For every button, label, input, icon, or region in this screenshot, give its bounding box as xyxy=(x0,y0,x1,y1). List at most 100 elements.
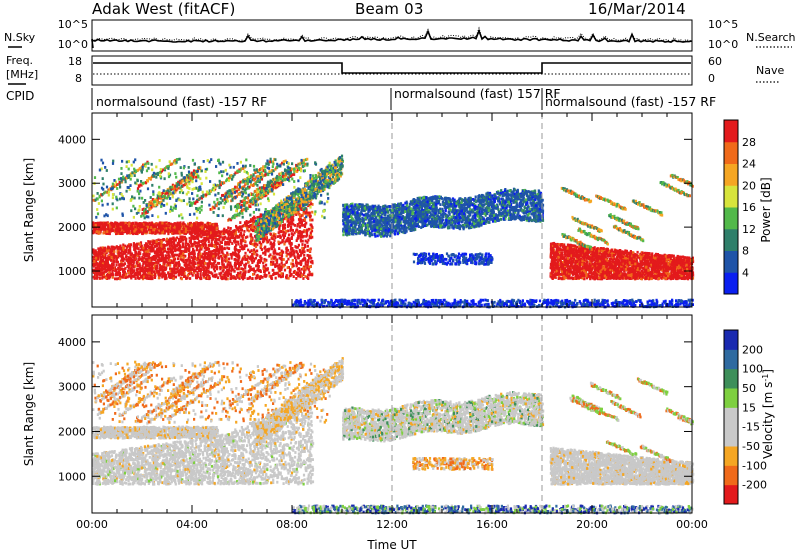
power-cell xyxy=(223,228,225,231)
power-cell xyxy=(270,158,272,161)
power-cell xyxy=(119,277,121,280)
power-cell xyxy=(169,197,171,200)
power-cell xyxy=(214,223,216,226)
power-cell xyxy=(147,180,149,183)
power-cell xyxy=(234,248,236,251)
power-cell xyxy=(163,189,165,192)
power-cell xyxy=(222,170,224,173)
power-cell xyxy=(192,188,194,191)
power-cell xyxy=(270,246,272,249)
power-cell xyxy=(160,240,162,243)
power-cell xyxy=(264,165,266,168)
power-cell xyxy=(151,184,153,187)
power-cell xyxy=(105,222,107,225)
power-cell xyxy=(297,253,299,256)
power-cell xyxy=(299,176,301,179)
power-cell xyxy=(192,198,194,201)
power-cell xyxy=(175,205,177,208)
power-cell xyxy=(166,238,168,241)
power-cell xyxy=(195,274,197,277)
power-cell xyxy=(321,202,323,205)
power-cell xyxy=(115,273,117,276)
power-cell xyxy=(230,208,232,211)
power-cell xyxy=(272,273,274,276)
power-cell xyxy=(174,249,176,252)
power-cell xyxy=(222,214,224,217)
power-cell xyxy=(107,203,109,206)
power-cell xyxy=(163,204,165,207)
power-cell xyxy=(188,256,190,259)
power-cell xyxy=(112,196,114,199)
power-cell xyxy=(255,265,257,268)
power-cell xyxy=(96,208,98,211)
power-cell xyxy=(217,253,219,256)
power-panel: 1000200030004000 Slant Range [km] 481216… xyxy=(22,113,773,308)
power-cell xyxy=(277,241,279,244)
power-cell xyxy=(280,230,282,233)
power-cell xyxy=(160,168,162,171)
power-cell xyxy=(239,262,241,265)
power-cell xyxy=(100,159,102,162)
power-cell xyxy=(288,162,290,165)
power-cell xyxy=(104,166,106,169)
power-cell xyxy=(193,213,195,216)
power-cell xyxy=(101,252,103,255)
power-cell xyxy=(188,166,190,169)
power-cell xyxy=(236,170,238,173)
power-cell xyxy=(152,190,154,193)
power-cell xyxy=(232,236,234,239)
power-cell xyxy=(290,226,292,229)
power-cell xyxy=(281,261,283,264)
power-cell xyxy=(256,184,258,187)
power-cell xyxy=(107,214,109,217)
power-cell xyxy=(300,170,302,173)
power-cell xyxy=(218,246,220,249)
power-cell xyxy=(287,258,289,261)
power-cell xyxy=(108,271,110,274)
power-cell xyxy=(255,204,257,207)
power-cell xyxy=(278,263,280,266)
power-cell xyxy=(167,228,169,231)
power-cell xyxy=(286,239,288,242)
power-cell xyxy=(146,169,148,172)
power-cell xyxy=(145,246,147,249)
power-cell xyxy=(221,248,223,251)
power-cell xyxy=(310,215,312,218)
power-cell xyxy=(152,229,154,232)
power-cell xyxy=(198,188,200,191)
power-cell xyxy=(105,277,107,280)
power-cell xyxy=(125,181,127,184)
power-cell xyxy=(283,163,285,166)
power-cell xyxy=(112,276,114,279)
power-cell xyxy=(306,229,308,232)
power-cell xyxy=(307,274,309,277)
power-cell xyxy=(130,243,132,246)
power-cell xyxy=(248,270,250,273)
power-cell xyxy=(212,232,214,235)
power-cell xyxy=(137,258,139,261)
power-cell xyxy=(211,244,213,247)
power-cell xyxy=(250,238,252,241)
power-cell xyxy=(189,240,191,243)
power-cell xyxy=(255,208,257,211)
power-cell xyxy=(212,255,214,258)
power-cell xyxy=(209,180,211,183)
noise-tick-right-top: 10^5 xyxy=(708,18,738,31)
power-cell xyxy=(206,247,208,250)
power-cell xyxy=(214,241,216,244)
power-cell xyxy=(217,276,219,279)
power-cell xyxy=(158,243,160,246)
power-cell xyxy=(305,235,307,238)
power-cell xyxy=(217,231,219,234)
power-cell xyxy=(239,234,241,237)
power-cell xyxy=(222,251,224,254)
power-cell xyxy=(218,171,220,174)
power-cell xyxy=(283,265,285,268)
power-cell xyxy=(134,248,136,251)
power-cell xyxy=(249,250,251,253)
power-cell xyxy=(136,262,138,265)
power-cell xyxy=(228,192,230,195)
power-cell xyxy=(198,266,200,269)
power-cell xyxy=(280,268,282,271)
power-cell xyxy=(159,221,161,224)
